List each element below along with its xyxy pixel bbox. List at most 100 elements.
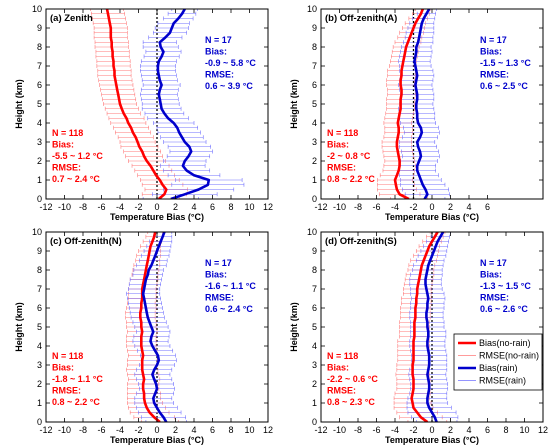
y-tick-label: 9 xyxy=(312,246,317,256)
legend-label: Bias(rain) xyxy=(479,363,518,373)
x-tick-label: 8 xyxy=(228,202,233,212)
x-tick-label: 12 xyxy=(263,202,273,212)
legend-label: RMSE(no-rain) xyxy=(479,351,539,361)
stats-rain-line: Bias: xyxy=(480,47,502,57)
x-tick-label: 12 xyxy=(538,425,548,435)
stats-rain-line: RMSE: xyxy=(480,70,509,80)
x-tick-label: -4 xyxy=(116,202,124,212)
y-tick-label: 1 xyxy=(37,398,42,408)
x-tick-label: 10 xyxy=(244,202,254,212)
y-tick-label: 10 xyxy=(307,4,317,14)
y-tick-label: 2 xyxy=(312,156,317,166)
stats-rain-line: -1.3 ~ 1.5 °C xyxy=(480,281,531,291)
bias-no-rain-line xyxy=(393,9,425,199)
stats-rain-line: RMSE: xyxy=(205,293,234,303)
y-tick-label: 6 xyxy=(37,303,42,313)
bias-no-rain-line xyxy=(410,232,439,422)
y-tick-label: 3 xyxy=(37,137,42,147)
y-tick-label: 4 xyxy=(37,118,42,128)
panel-title: (d) Off-zenith(S) xyxy=(325,236,397,247)
x-tick-label: -12 xyxy=(314,425,327,435)
y-tick-label: 4 xyxy=(312,341,317,351)
y-tick-label: 7 xyxy=(312,61,317,71)
x-tick-label: 8 xyxy=(503,425,508,435)
y-axis-title: Height (km) xyxy=(289,302,299,352)
panel-title: (b) Off-zenith(A) xyxy=(325,13,397,24)
y-tick-label: 3 xyxy=(312,360,317,370)
y-tick-label: 3 xyxy=(312,137,317,147)
bias-no-rain-line xyxy=(139,232,161,422)
x-tick-label: -12 xyxy=(314,202,327,212)
x-tick-label: 0 xyxy=(154,425,159,435)
y-axis-title: Height (km) xyxy=(14,79,24,129)
x-tick-label: 2 xyxy=(448,202,453,212)
y-tick-label: 1 xyxy=(312,175,317,185)
stats-rain-line: RMSE: xyxy=(205,70,234,80)
y-tick-label: 6 xyxy=(312,80,317,90)
y-tick-label: 5 xyxy=(37,99,42,109)
y-tick-label: 0 xyxy=(37,194,42,204)
stats-no-rain-line: -5.5 ~ 1.2 °C xyxy=(52,151,103,161)
x-axis-title: Temperature Bias (°C) xyxy=(385,435,479,445)
y-tick-label: 5 xyxy=(312,99,317,109)
panel-title: (c) Off-zenith(N) xyxy=(50,236,122,247)
stats-no-rain-line: Bias: xyxy=(327,140,349,150)
stats-no-rain-line: 0.7 ~ 2.4 °C xyxy=(52,174,100,184)
x-tick-label: 6 xyxy=(485,202,490,212)
stats-no-rain-line: Bias: xyxy=(52,140,74,150)
x-tick-label: 0 xyxy=(429,425,434,435)
stats-no-rain-line: RMSE: xyxy=(327,163,356,173)
x-tick-label: -6 xyxy=(372,425,380,435)
stats-rain-line: Bias: xyxy=(205,47,227,57)
y-tick-label: 3 xyxy=(37,360,42,370)
stats-no-rain-line: -2 ~ 0.8 °C xyxy=(327,151,371,161)
stats-no-rain-line: 0.8 ~ 2.3 °C xyxy=(327,397,375,407)
x-tick-label: 10 xyxy=(519,425,529,435)
legend-label: Bias(no-rain) xyxy=(479,338,531,348)
x-tick-label: 0 xyxy=(154,202,159,212)
stats-rain-line: -1.6 ~ 1.1 °C xyxy=(205,281,256,291)
plot-area xyxy=(377,9,450,199)
y-tick-label: 5 xyxy=(37,322,42,332)
y-tick-label: 6 xyxy=(312,303,317,313)
x-tick-label: -2 xyxy=(409,425,417,435)
y-tick-label: 2 xyxy=(37,156,42,166)
stats-no-rain-line: 0.8 ~ 2.2 °C xyxy=(327,174,375,184)
stats-no-rain-line: RMSE: xyxy=(327,386,356,396)
y-tick-label: 6 xyxy=(37,80,42,90)
bias-rain-line xyxy=(424,232,445,422)
x-tick-label: -2 xyxy=(134,202,142,212)
x-tick-label: 6 xyxy=(210,202,215,212)
stats-no-rain-line: 0.8 ~ 2.2 °C xyxy=(52,397,100,407)
y-tick-label: 0 xyxy=(37,417,42,427)
y-tick-label: 7 xyxy=(37,61,42,71)
x-tick-label: -10 xyxy=(58,202,71,212)
stats-no-rain-line: RMSE: xyxy=(52,386,81,396)
bias-rain-line xyxy=(156,9,211,199)
x-tick-label: -2 xyxy=(134,425,142,435)
stats-rain-line: -1.5 ~ 1.3 °C xyxy=(480,58,531,68)
y-tick-label: 2 xyxy=(37,379,42,389)
x-axis-title: Temperature Bias (°C) xyxy=(385,212,479,222)
x-tick-label: 6 xyxy=(485,425,490,435)
y-tick-label: 9 xyxy=(37,246,42,256)
stats-no-rain-line: N = 118 xyxy=(52,351,83,361)
x-tick-label: 4 xyxy=(466,425,471,435)
x-tick-label: -6 xyxy=(372,202,380,212)
legend: Bias(no-rain) RMSE(no-rain) Bias(rain) RMSE… xyxy=(453,333,543,391)
y-tick-label: 8 xyxy=(312,265,317,275)
panel-title: (a) Zenith xyxy=(50,13,93,24)
legend-label: RMSE(rain) xyxy=(479,376,526,386)
x-tick-label: -2 xyxy=(409,202,417,212)
panel-d: -12 -10 -8 -6 -4 -2 0 2 4 6 8 10 12012345678910Tempe… xyxy=(289,227,548,445)
x-tick-label: 10 xyxy=(244,425,254,435)
y-tick-label: 8 xyxy=(37,265,42,275)
x-tick-label: 0 xyxy=(429,202,434,212)
bias-rain-line xyxy=(141,232,168,422)
stats-rain-line: Bias: xyxy=(480,270,502,280)
stats-no-rain-line: -2.2 ~ 0.6 °C xyxy=(327,374,378,384)
x-axis-title: Temperature Bias (°C) xyxy=(110,212,204,222)
y-axis-title: Height (km) xyxy=(14,302,24,352)
x-tick-label: 8 xyxy=(228,425,233,435)
